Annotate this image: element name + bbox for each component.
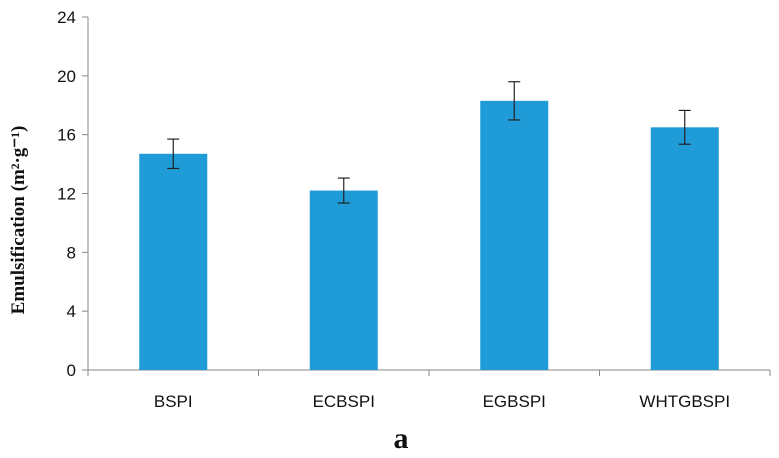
y-tick-label: 8: [67, 243, 76, 262]
bar-egbspi: [480, 100, 549, 371]
category-label-bspi: BSPI: [154, 392, 193, 411]
y-tick-label: 4: [67, 302, 76, 321]
y-axis: 0 4 8 12 16 20 24: [57, 8, 89, 380]
bars: [139, 100, 719, 371]
error-bar-whtgbspi: [678, 109, 691, 145]
category-label-egbspi: EGBSPI: [483, 392, 546, 411]
y-tick-label: 24: [57, 8, 76, 27]
error-bar-egbspi: [508, 81, 521, 121]
y-tick-label: 0: [67, 361, 76, 380]
panel-label: a: [394, 422, 409, 455]
category-label-ecbspi: ECBSPI: [313, 392, 375, 411]
x-axis: [87, 369, 771, 376]
category-label-whtgbspi: WHTGBSPI: [639, 392, 730, 411]
bar-whtgbspi: [650, 127, 719, 370]
error-bar-ecbspi: [337, 177, 350, 204]
y-tick-label: 20: [57, 67, 76, 86]
y-axis-label: Emulsification (m²·g⁻¹): [8, 126, 29, 315]
error-bar-bspi: [167, 138, 180, 170]
bar-ecbspi: [309, 190, 378, 370]
error-bars: [167, 81, 691, 204]
y-tick-label: 16: [57, 126, 76, 145]
y-tick-label: 12: [57, 185, 76, 204]
category-labels: BSPI ECBSPI EGBSPI WHTGBSPI: [154, 392, 730, 411]
bar-bspi: [139, 153, 208, 370]
